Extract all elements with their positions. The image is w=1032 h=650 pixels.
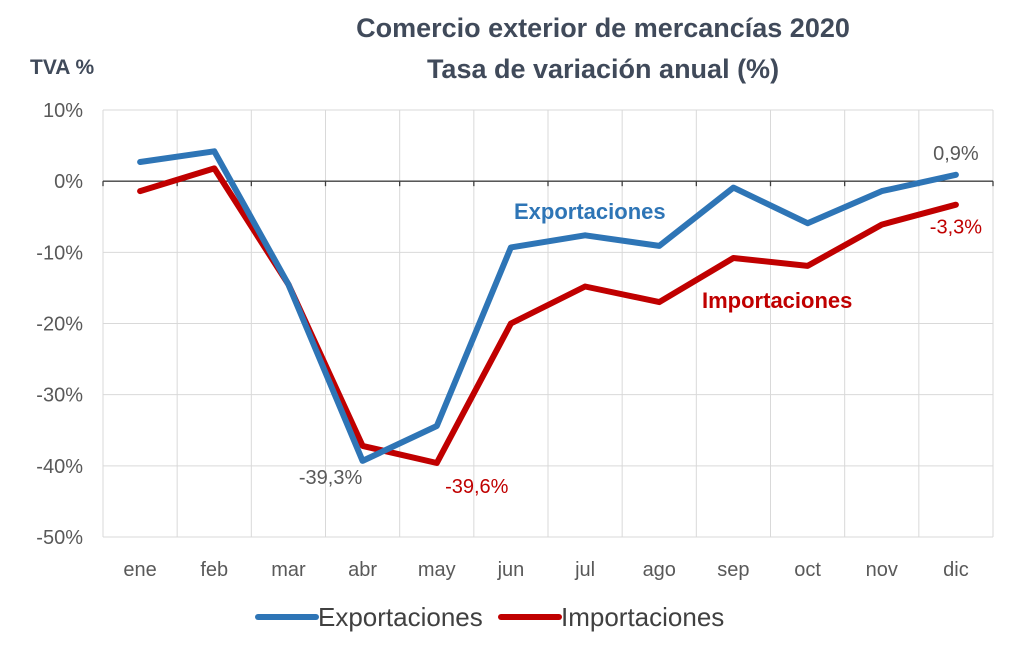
x-tick-label: nov: [866, 559, 898, 581]
axis-ticks: 10% 0% -10% -20% -30% -40% -50% ene feb mar abr may…: [36, 100, 968, 581]
x-tick-label: may: [418, 559, 456, 581]
x-tick-label: feb: [200, 559, 228, 581]
y-tick-label: -50%: [36, 527, 83, 549]
y-tick-label: -10%: [36, 242, 83, 264]
data-label: -3,3%: [930, 217, 982, 239]
x-tick-label: dic: [943, 559, 969, 581]
legend: Exportaciones Importaciones: [255, 602, 724, 632]
y-tick-label: -30%: [36, 385, 83, 407]
x-tick-label: oct: [794, 559, 821, 581]
series-line-exportaciones: [137, 148, 959, 464]
series-label-exportaciones: Exportaciones: [514, 199, 666, 224]
chart-title: Comercio exterior de mercancías 2020: [356, 13, 850, 43]
series-label-importaciones: Importaciones: [702, 288, 852, 313]
y-tick-label: 0%: [54, 171, 83, 193]
legend-label-importaciones: Importaciones: [561, 602, 724, 632]
data-label: 0,9%: [933, 143, 979, 165]
gridlines: [102, 109, 994, 538]
legend-label-exportaciones: Exportaciones: [318, 602, 483, 632]
x-tick-label: mar: [271, 559, 306, 581]
chart-subtitle: Tasa de variación anual (%): [427, 54, 779, 84]
data-label: -39,3%: [299, 467, 363, 489]
y-tick-label: 10%: [43, 100, 83, 122]
data-annotations: 0,9% -39,3% -39,6% -3,3%: [299, 143, 982, 498]
y-axis-label: TVA %: [30, 56, 94, 79]
y-tick-label: -20%: [36, 314, 83, 336]
x-tick-label: sep: [717, 559, 749, 581]
x-tick-label: abr: [348, 559, 377, 581]
series-lines: [137, 148, 959, 466]
x-tick-label: jul: [574, 559, 595, 581]
x-tick-label: jun: [497, 559, 525, 581]
data-label: -39,6%: [445, 476, 509, 498]
y-tick-label: -40%: [36, 456, 83, 478]
x-tick-label: ene: [123, 559, 156, 581]
x-tick-label: ago: [643, 559, 676, 581]
